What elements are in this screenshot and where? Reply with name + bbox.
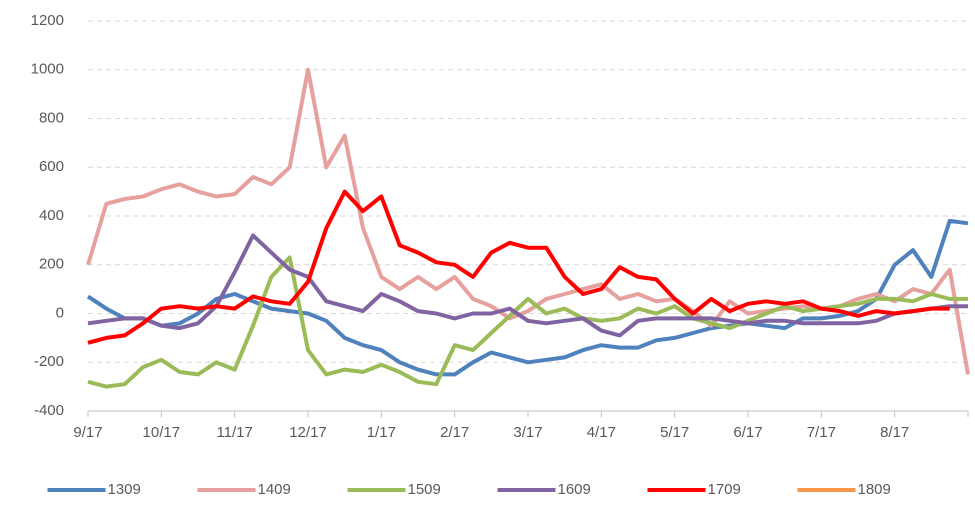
y-tick-label: 600 xyxy=(39,158,64,175)
x-tick-label: 9/17 xyxy=(73,424,102,441)
series-line xyxy=(87,189,950,345)
y-tick-label: -400 xyxy=(34,402,64,419)
y-tick-label: -200 xyxy=(34,353,64,370)
x-tick-label: 11/17 xyxy=(216,424,252,441)
legend-label: 1709 xyxy=(708,481,741,498)
x-tick-label: 8/17 xyxy=(880,424,909,441)
legend-label: 1609 xyxy=(558,481,591,498)
y-tick-label: 1200 xyxy=(31,12,64,29)
legend-label: 1509 xyxy=(408,481,441,498)
y-tick-label: 200 xyxy=(39,256,64,273)
x-tick-label: 7/17 xyxy=(807,424,836,441)
x-tick-label: 12/17 xyxy=(289,424,327,441)
x-tick-label: 6/17 xyxy=(733,424,762,441)
series-line xyxy=(86,67,970,375)
x-tick-label: 2/17 xyxy=(440,424,469,441)
x-tick-label: 5/17 xyxy=(660,424,689,441)
series-line xyxy=(86,218,969,377)
y-tick-label: 800 xyxy=(39,109,64,126)
x-tick-label: 4/17 xyxy=(587,424,616,441)
y-tick-label: 1000 xyxy=(31,61,64,78)
y-tick-label: 0 xyxy=(56,304,64,321)
legend-label: 1309 xyxy=(108,481,141,498)
series-line xyxy=(87,233,968,338)
legend-label: 1809 xyxy=(858,481,891,498)
x-tick-label: 1/17 xyxy=(367,424,396,441)
x-tick-label: 3/17 xyxy=(513,424,542,441)
x-tick-label: 10/17 xyxy=(143,424,181,441)
legend-label: 1409 xyxy=(258,481,291,498)
y-tick-label: 400 xyxy=(39,207,64,224)
